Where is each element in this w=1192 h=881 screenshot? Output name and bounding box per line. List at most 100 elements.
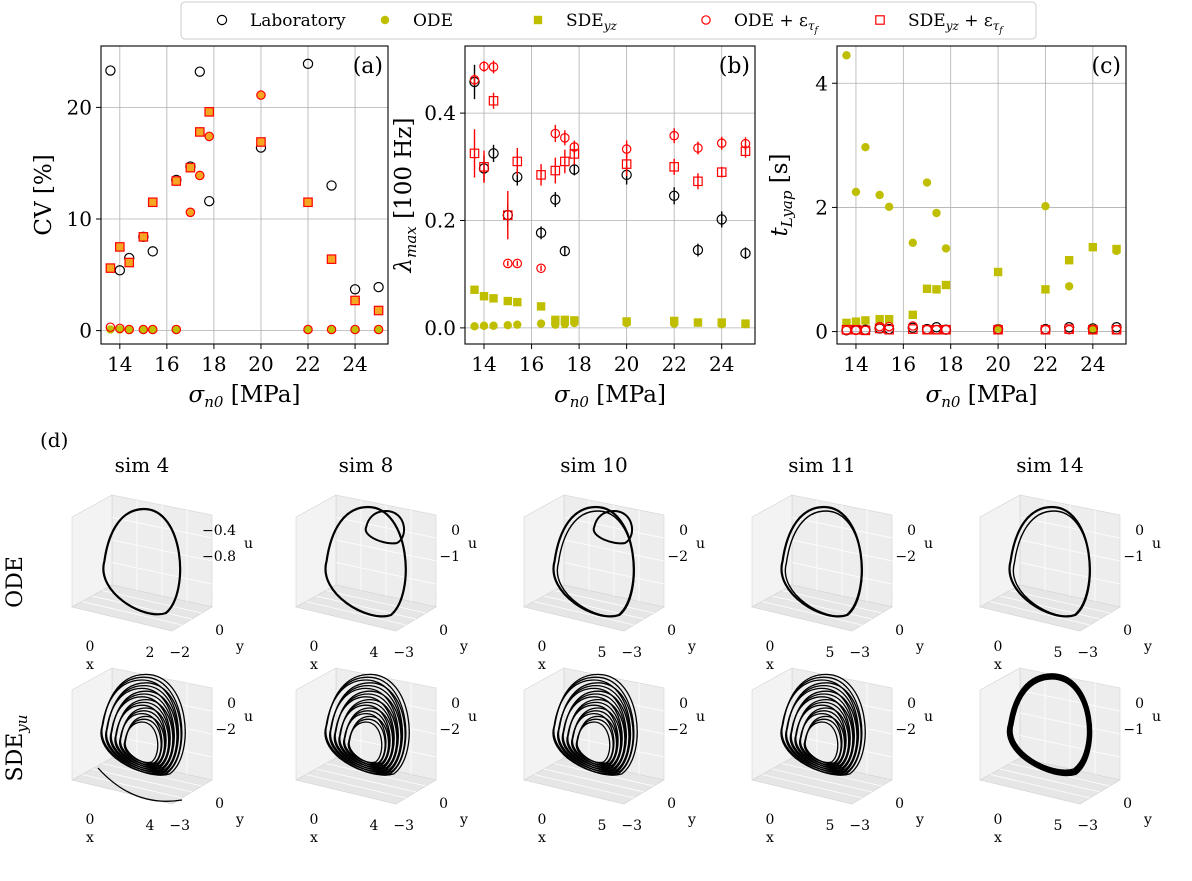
pane-grid xyxy=(1019,735,1121,758)
x-tick-label: 14 xyxy=(843,352,868,376)
data-point xyxy=(716,138,727,148)
panel-b: 14 16 18 20 22 24 0.0 0.2 0.4 (b) σn0 [MPa] λmax [1… xyxy=(391,45,756,411)
data-point xyxy=(512,258,523,269)
data-point xyxy=(479,61,489,72)
data-point xyxy=(469,148,480,159)
trajectory xyxy=(1010,676,1090,773)
data-point xyxy=(147,197,158,208)
sde-attractor-plot: 0−2u0 4x0−3 y xyxy=(295,667,477,846)
data-point xyxy=(256,137,266,147)
row-label-ode: ODE xyxy=(3,556,28,608)
data-point xyxy=(884,324,894,335)
data-point xyxy=(513,320,522,329)
data-point xyxy=(1064,324,1074,334)
u-axis-label: u xyxy=(244,536,253,552)
x-axis-label: x xyxy=(994,830,1002,846)
data-point xyxy=(851,317,861,326)
y-tick-label: 0 xyxy=(1123,623,1132,639)
data-point xyxy=(841,324,852,335)
x-tick-label: 0 xyxy=(766,639,775,655)
x-tick-label: 22 xyxy=(295,352,320,376)
plot-frame xyxy=(836,45,1127,345)
y-tick-label: 0 xyxy=(215,623,224,639)
data-point xyxy=(841,325,852,336)
panel-a: 14 16 18 20 22 24 0 10 20 (a) σn0 [MPa] CV [%] xyxy=(31,45,389,411)
series-ode xyxy=(106,90,383,334)
data-point xyxy=(536,302,546,311)
trajectory xyxy=(576,715,618,765)
x-tick-label: 16 xyxy=(154,352,179,376)
data-point xyxy=(194,66,206,77)
data-point xyxy=(669,316,679,326)
sim-column: sim 100−2u0 5x0−3 y0−2u0 5x0−3 y xyxy=(523,453,705,846)
data-point xyxy=(303,325,313,334)
series-sde-yz xyxy=(470,285,750,328)
x-axis-label: x xyxy=(766,830,774,846)
sde-attractor-plot: 0−2u0 5x0−3 y xyxy=(523,667,705,846)
u-tick-label: 0 xyxy=(451,523,460,539)
x-tick-label: 0 xyxy=(86,812,95,828)
trajectory xyxy=(1011,678,1089,771)
sim-column: sim 140−1u0 5x0−3 y0−1u0 5x0−3 y xyxy=(979,453,1161,846)
pane-grid xyxy=(91,595,193,620)
data-point xyxy=(139,325,148,334)
data-point xyxy=(884,321,894,332)
x-tick-label: 24 xyxy=(709,352,734,376)
legend-item: SDEyz xyxy=(533,11,617,33)
ode-attractor-plot: −0.4 −0.8 u 0 2 x 0 −2 y xyxy=(71,494,253,673)
u-tick-label: 0 xyxy=(907,523,916,539)
data-point xyxy=(326,180,337,191)
x-tick-label: 2 xyxy=(146,645,155,661)
panel-label: (a) xyxy=(353,54,383,79)
pane-floor xyxy=(295,757,437,805)
row-label-sde: SDEyu xyxy=(3,715,31,782)
data-point xyxy=(479,162,489,172)
legend-item: ODE + ετf xyxy=(701,11,819,36)
data-point xyxy=(172,325,181,334)
data-point xyxy=(1041,201,1050,211)
data-point xyxy=(908,310,918,320)
data-point xyxy=(1088,324,1098,335)
u-tick-label: 0 xyxy=(1135,696,1144,712)
data-point xyxy=(908,324,918,334)
data-point xyxy=(488,62,499,72)
data-point xyxy=(374,325,383,334)
pane-grid xyxy=(305,601,407,626)
trajectory xyxy=(348,715,390,765)
data-point xyxy=(941,244,951,253)
data-point xyxy=(693,318,703,327)
y-tick-label: 0 xyxy=(439,623,448,639)
ode-attractor-plot: 0−2u0 5x0−3 y xyxy=(751,494,933,673)
legend-item: Laboratory xyxy=(216,11,346,31)
pane-grid xyxy=(791,562,893,585)
y-axis-label: y xyxy=(915,639,924,655)
x-tick-label: 0 xyxy=(86,639,95,655)
trajectory xyxy=(105,682,182,774)
data-point xyxy=(350,324,360,335)
data-point xyxy=(884,202,894,211)
y-tick-label: 0 xyxy=(815,320,828,344)
pane-grid xyxy=(335,562,437,585)
u-tick-label: −2 xyxy=(215,722,236,738)
sim-title: sim 14 xyxy=(1016,453,1083,477)
y-tick-label: 20 xyxy=(67,95,92,119)
u-axis-label: u xyxy=(468,536,477,552)
x-axis-label: σn0 [MPa] xyxy=(554,382,666,411)
x-axis-label: x xyxy=(310,830,318,846)
data-point xyxy=(115,242,125,252)
data-point xyxy=(326,324,337,335)
data-point xyxy=(138,232,149,242)
data-point xyxy=(741,319,750,328)
y-axis-label: y xyxy=(459,639,468,655)
u-tick-label: −1 xyxy=(1123,549,1144,565)
data-point xyxy=(570,316,579,325)
data-point xyxy=(993,324,1003,335)
data-point xyxy=(669,162,679,172)
data-point xyxy=(941,324,951,335)
pane-floor xyxy=(751,584,893,632)
x-tick-label: 0 xyxy=(310,639,319,655)
sim-column: sim 4−0.4−0.8u0 2x0−2 y0−2u0 4x0−3 y xyxy=(71,453,253,846)
data-point xyxy=(569,164,580,175)
